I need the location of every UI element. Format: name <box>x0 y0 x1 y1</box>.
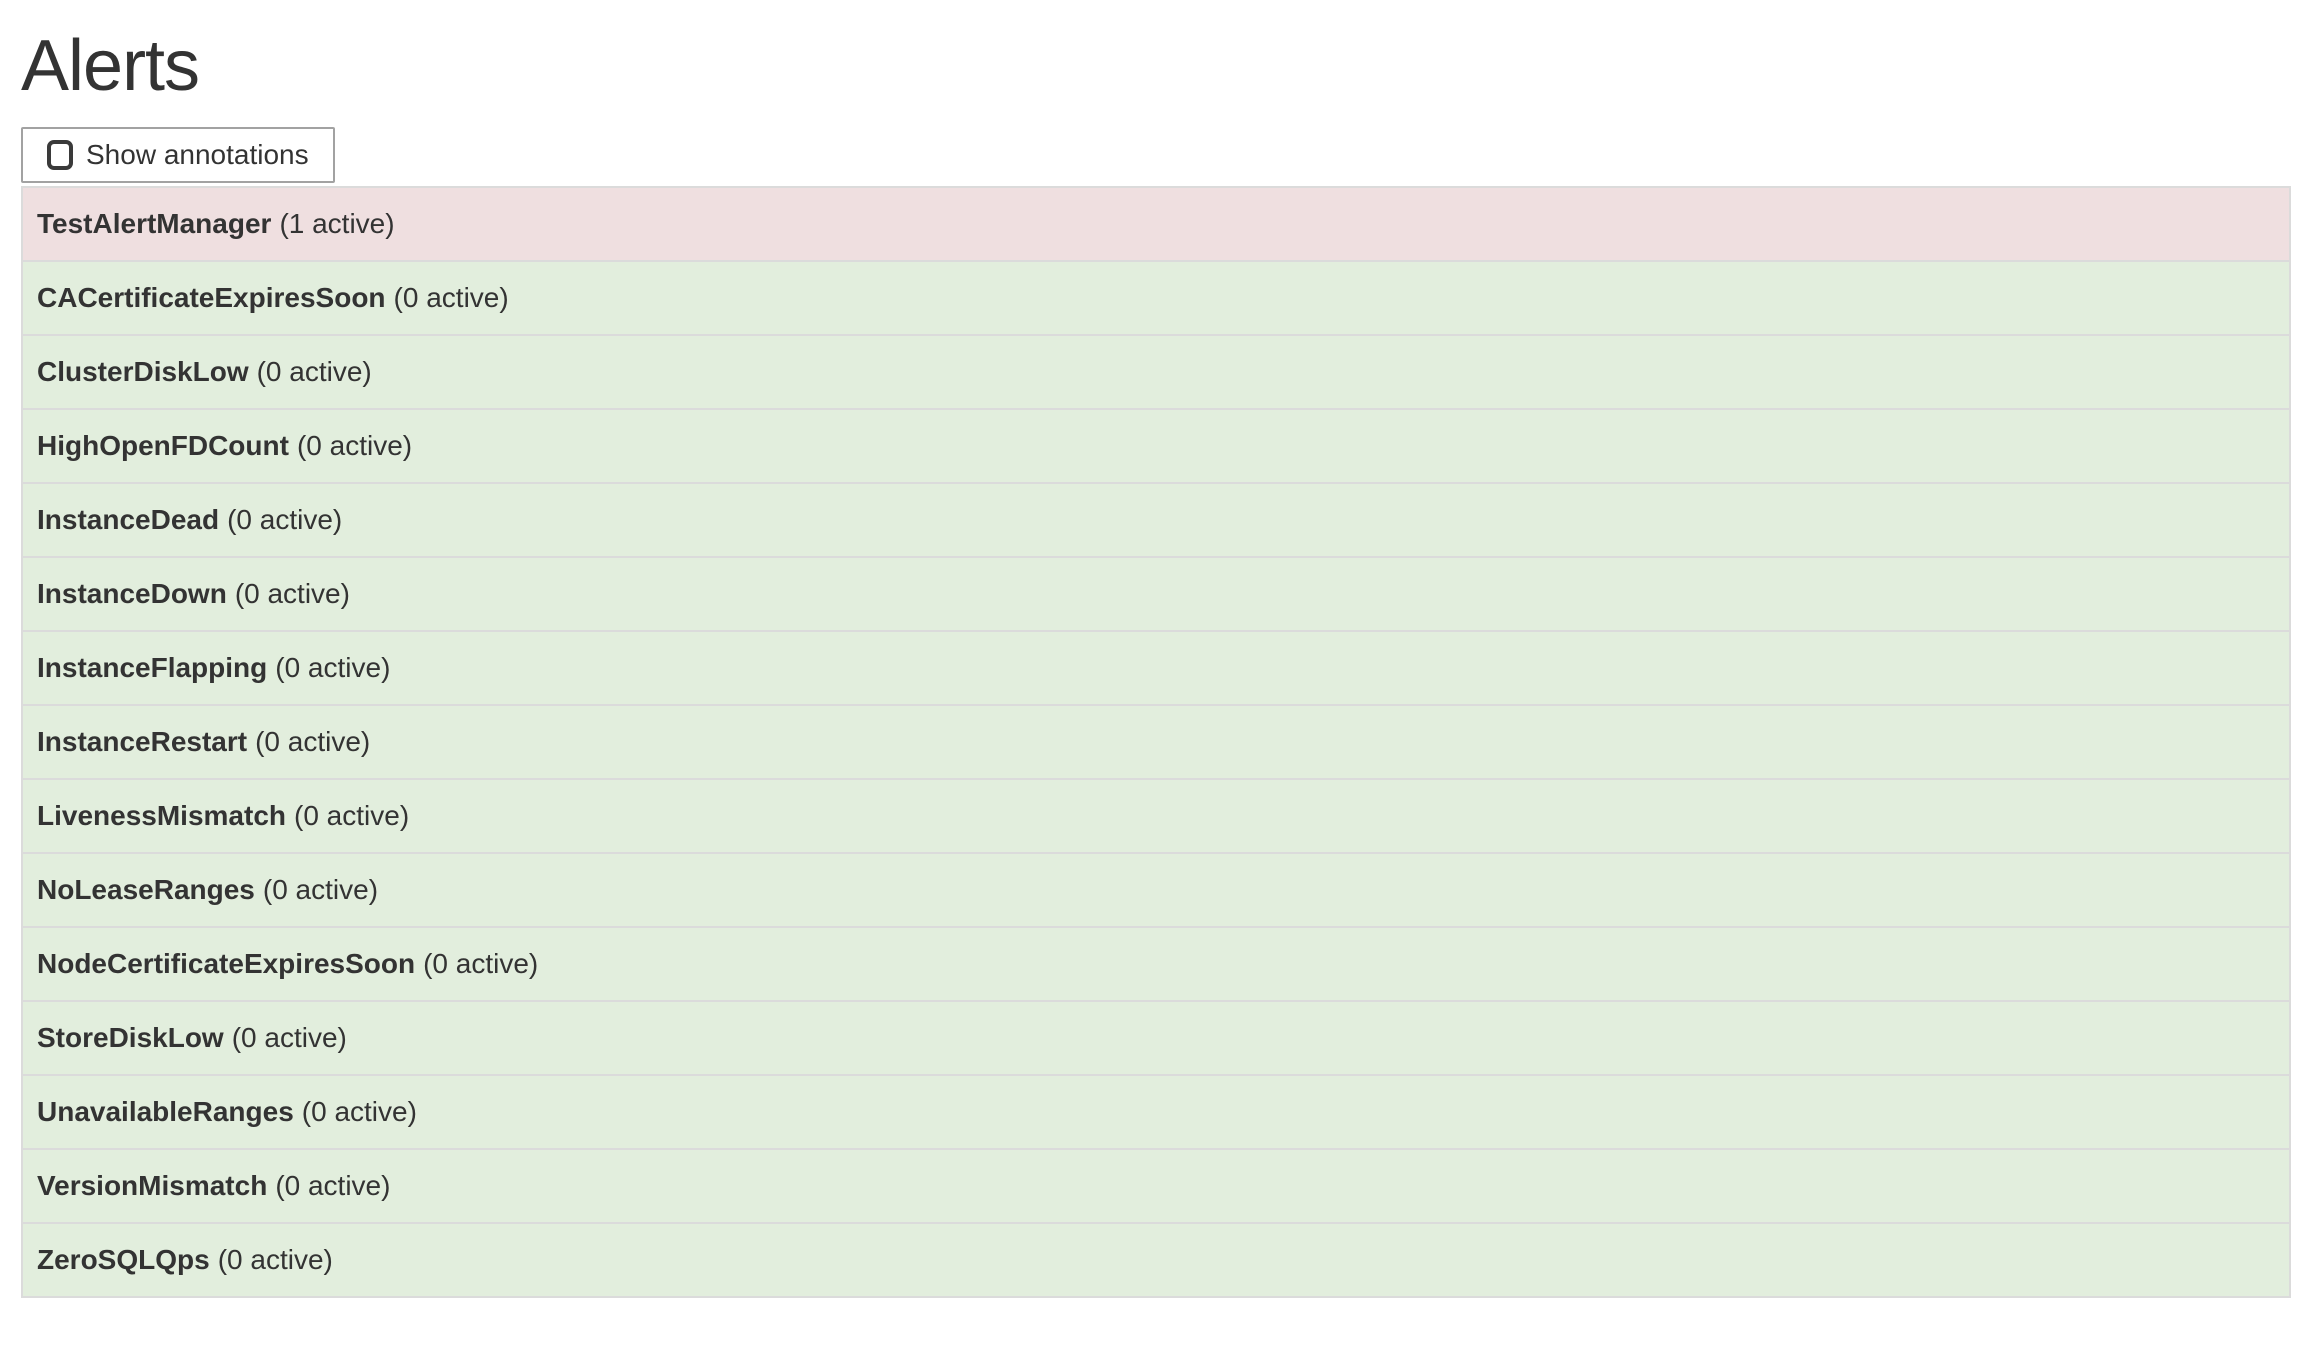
alert-count: (0 active) <box>301 1096 417 1127</box>
alert-row-CACertificateExpiresSoon[interactable]: CACertificateExpiresSoon (0 active) <box>21 260 2291 336</box>
alert-row-HighOpenFDCount[interactable]: HighOpenFDCount (0 active) <box>21 408 2291 484</box>
alert-count: (0 active) <box>393 282 509 313</box>
alert-name: InstanceDown <box>37 578 227 609</box>
checkbox-unchecked-icon[interactable] <box>47 140 73 170</box>
show-annotations-button[interactable]: Show annotations <box>21 127 335 183</box>
alert-name: InstanceRestart <box>37 726 248 757</box>
alert-count: (0 active) <box>294 800 410 831</box>
alert-name: InstanceDead <box>37 504 220 535</box>
alert-row-ClusterDiskLow[interactable]: ClusterDiskLow (0 active) <box>21 334 2291 410</box>
alert-row-InstanceDown[interactable]: InstanceDown (0 active) <box>21 556 2291 632</box>
alert-count: (0 active) <box>296 430 413 461</box>
alert-count: (0 active) <box>231 1022 347 1053</box>
alert-name: VersionMismatch <box>37 1170 268 1201</box>
show-annotations-label: Show annotations <box>86 139 309 170</box>
alert-row-NoLeaseRanges[interactable]: NoLeaseRanges (0 active) <box>21 852 2291 928</box>
alert-count: (0 active) <box>256 356 372 387</box>
alert-name: CACertificateExpiresSoon <box>37 282 386 313</box>
alert-row-TestAlertManager[interactable]: TestAlertManager (1 active) <box>21 186 2291 262</box>
alert-name: InstanceFlapping <box>37 652 268 683</box>
alert-row-VersionMismatch[interactable]: VersionMismatch (0 active) <box>21 1148 2291 1224</box>
alert-count: (0 active) <box>227 504 343 535</box>
alert-row-StoreDiskLow[interactable]: StoreDiskLow (0 active) <box>21 1000 2291 1076</box>
alert-name: HighOpenFDCount <box>37 430 289 461</box>
alert-row-UnavailableRanges[interactable]: UnavailableRanges (0 active) <box>21 1074 2291 1150</box>
alert-row-InstanceRestart[interactable]: InstanceRestart (0 active) <box>21 704 2291 780</box>
alert-row-ZeroSQLQps[interactable]: ZeroSQLQps (0 active) <box>21 1222 2291 1298</box>
alert-count: (0 active) <box>255 726 371 757</box>
alert-name: UnavailableRanges <box>37 1096 294 1127</box>
alert-count: (0 active) <box>275 652 391 683</box>
alerts-page: Alerts Show annotations TestAlertManager… <box>0 26 2312 1298</box>
alert-count: (0 active) <box>217 1244 333 1275</box>
alert-count: (0 active) <box>262 874 379 905</box>
alerts-table: TestAlertManager (1 active) CACertificate… <box>21 186 2291 1298</box>
alert-name: NodeCertificateExpiresSoon <box>37 948 416 979</box>
alert-name: StoreDiskLow <box>37 1022 224 1053</box>
alert-name: NoLeaseRanges <box>37 874 255 905</box>
alert-row-LivenessMismatch[interactable]: LivenessMismatch (0 active) <box>21 778 2291 854</box>
alert-row-InstanceDead[interactable]: InstanceDead (0 active) <box>21 482 2291 558</box>
alert-name: TestAlertManager <box>37 208 272 239</box>
alert-name: LivenessMismatch <box>37 800 286 831</box>
alert-row-InstanceFlapping[interactable]: InstanceFlapping (0 active) <box>21 630 2291 706</box>
alert-row-NodeCertificateExpiresSoon[interactable]: NodeCertificateExpiresSoon (0 active) <box>21 926 2291 1002</box>
alert-name: ZeroSQLQps <box>37 1244 210 1275</box>
alert-count: (0 active) <box>275 1170 391 1201</box>
alert-count: (0 active) <box>234 578 350 609</box>
alert-count: (0 active) <box>423 948 539 979</box>
alert-name: ClusterDiskLow <box>37 356 249 387</box>
page-title: Alerts <box>21 26 200 106</box>
alert-count: (1 active) <box>279 208 395 239</box>
